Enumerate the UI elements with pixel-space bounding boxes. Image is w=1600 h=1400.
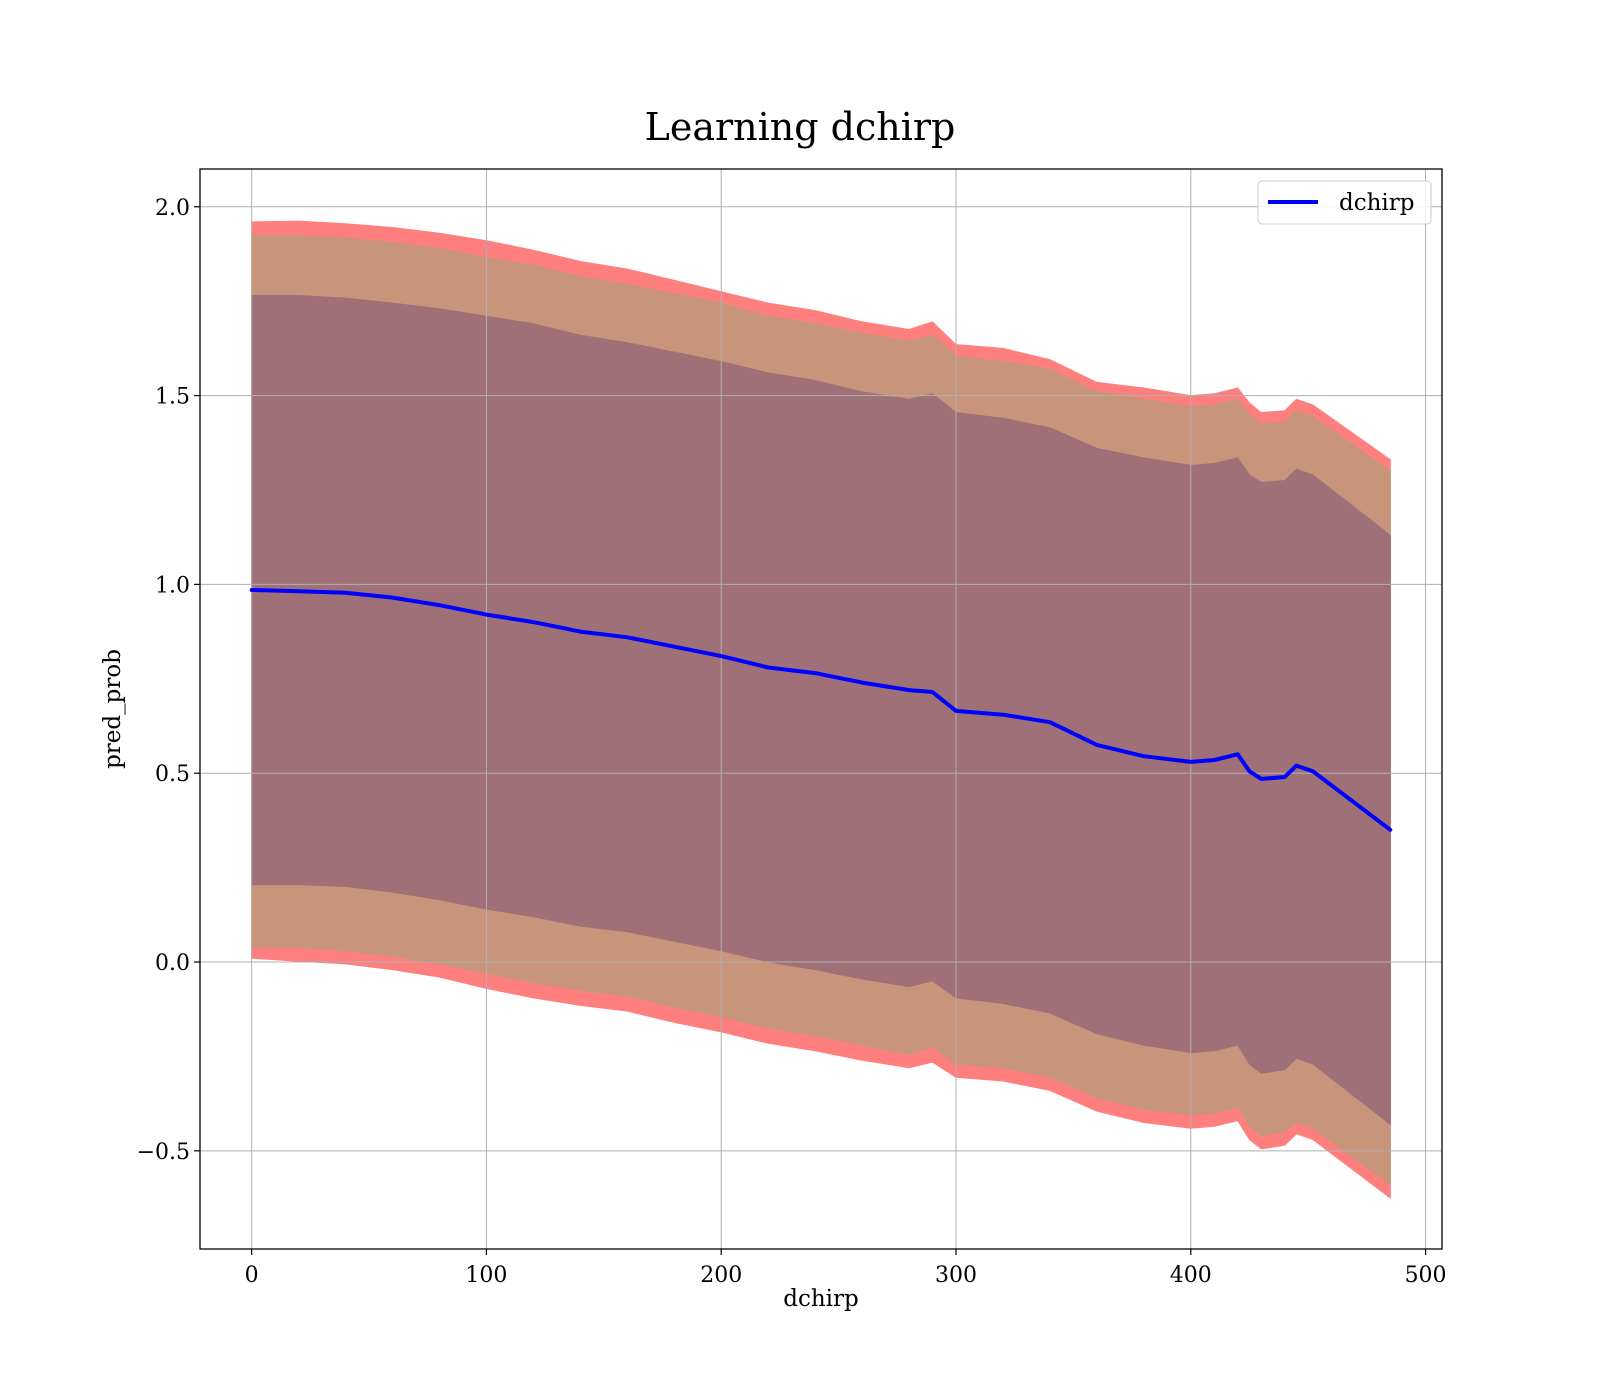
- y-tick-label: 1.5: [155, 385, 190, 410]
- y-tick-label: 0.5: [155, 762, 190, 787]
- x-axis-label: dchirp: [783, 1286, 859, 1312]
- x-tick-label: 500: [1405, 1263, 1447, 1288]
- y-tick-label: −0.5: [137, 1140, 190, 1165]
- grid: [200, 169, 1442, 1249]
- x-axis: 0 100 200 300 400 500: [245, 1249, 1447, 1288]
- legend-label: dchirp: [1339, 190, 1415, 216]
- x-tick-label: 400: [1170, 1263, 1212, 1288]
- y-axis: −0.5 0.0 0.5 1.0 1.5 2.0: [137, 196, 200, 1165]
- y-tick-label: 1.0: [155, 573, 190, 598]
- y-axis-label: pred_prob: [100, 649, 126, 769]
- x-tick-label: 0: [245, 1263, 259, 1288]
- legend: dchirp: [1257, 180, 1432, 225]
- x-tick-label: 100: [465, 1263, 507, 1288]
- plot-frame: [199, 168, 1443, 1250]
- legend-box: [1257, 180, 1432, 225]
- chart-title: Learning dchirp: [645, 105, 956, 149]
- y-tick-label: 2.0: [155, 196, 190, 221]
- x-tick-label: 200: [700, 1263, 742, 1288]
- series-line-dchirp: [249, 588, 1393, 832]
- y-tick-label: 0.0: [155, 951, 190, 976]
- x-tick-label: 300: [935, 1263, 977, 1288]
- confidence-bands: [251, 220, 1391, 1200]
- series-layer: [249, 588, 1393, 832]
